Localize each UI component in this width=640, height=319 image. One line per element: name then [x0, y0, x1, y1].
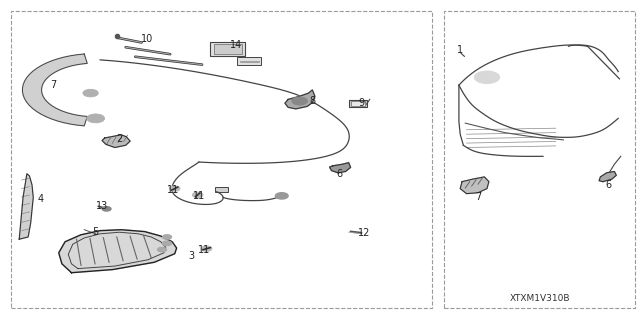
Circle shape — [193, 192, 203, 197]
Text: 7: 7 — [475, 192, 481, 202]
Circle shape — [163, 235, 172, 239]
Text: 2: 2 — [116, 134, 122, 144]
Text: 11: 11 — [198, 245, 210, 255]
Polygon shape — [59, 230, 177, 273]
Bar — [444, 11, 636, 308]
Polygon shape — [102, 135, 130, 147]
Bar — [351, 101, 365, 106]
Text: 7: 7 — [51, 80, 57, 90]
Polygon shape — [460, 177, 489, 194]
Circle shape — [292, 97, 307, 105]
Bar — [11, 11, 431, 308]
Polygon shape — [599, 172, 616, 182]
Circle shape — [474, 71, 500, 84]
Text: 6: 6 — [336, 169, 342, 179]
Text: 8: 8 — [309, 96, 316, 106]
Text: 3: 3 — [188, 251, 195, 261]
Text: 12: 12 — [358, 228, 371, 238]
Text: 9: 9 — [358, 98, 365, 108]
Bar — [349, 100, 367, 107]
Bar — [237, 57, 261, 65]
Circle shape — [102, 207, 111, 211]
Polygon shape — [285, 90, 315, 109]
Text: 13: 13 — [96, 201, 108, 211]
Circle shape — [170, 186, 180, 191]
Text: 4: 4 — [38, 194, 44, 204]
Circle shape — [275, 193, 288, 199]
Text: 14: 14 — [230, 40, 242, 50]
Bar — [214, 44, 242, 54]
Text: 10: 10 — [141, 34, 153, 44]
Text: 1: 1 — [457, 45, 463, 56]
Circle shape — [157, 248, 166, 252]
Text: 6: 6 — [605, 181, 611, 190]
Polygon shape — [22, 54, 87, 126]
Polygon shape — [19, 174, 33, 239]
Circle shape — [202, 246, 212, 251]
Text: 11: 11 — [193, 191, 205, 201]
Circle shape — [87, 114, 104, 123]
Bar — [211, 42, 246, 56]
Text: 5: 5 — [93, 226, 99, 237]
Polygon shape — [330, 163, 351, 173]
Text: XTXM1V310B: XTXM1V310B — [509, 293, 570, 302]
Circle shape — [83, 89, 99, 97]
Bar — [215, 187, 228, 192]
Text: 11: 11 — [167, 184, 180, 195]
Circle shape — [163, 241, 172, 246]
